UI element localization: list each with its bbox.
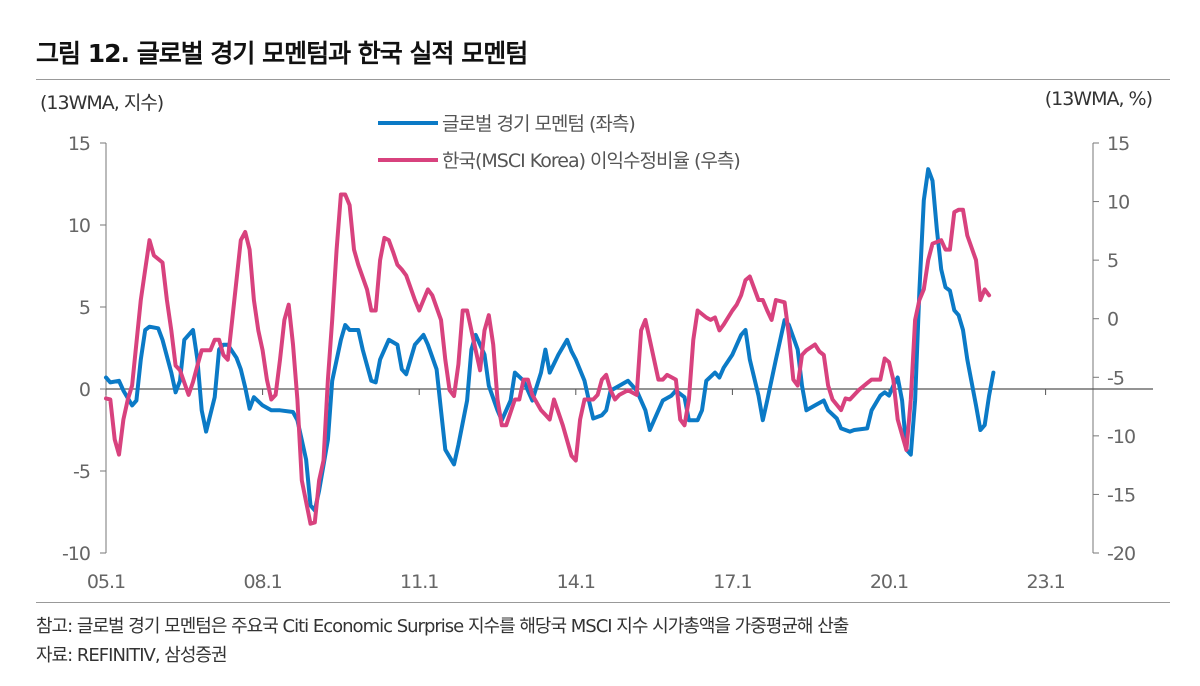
legend-label: 한국(MSCI Korea) 이익수정비율 (우측) bbox=[442, 150, 740, 172]
series-line-global-momentum bbox=[104, 167, 996, 513]
right-tick-label: 15 bbox=[1107, 133, 1129, 155]
x-tick-label: 17.1 bbox=[713, 571, 751, 593]
left-tick-label: 5 bbox=[79, 297, 90, 319]
x-tick-label: 05.1 bbox=[87, 571, 125, 593]
right-tick-label: -20 bbox=[1107, 543, 1135, 565]
x-tick-label: 20.1 bbox=[870, 571, 908, 593]
left-tick-label: 0 bbox=[79, 379, 90, 401]
figure-title: 그림 12. 글로벌 경기 모멘텀과 한국 실적 모멘텀 bbox=[36, 39, 528, 68]
right-tick-label: -5 bbox=[1107, 367, 1124, 389]
x-tick-label: 14.1 bbox=[557, 571, 595, 593]
left-axis-unit: (13WMA, 지수) bbox=[40, 92, 164, 114]
legend-label: 글로벌 경기 모멘텀 (좌측) bbox=[442, 113, 635, 135]
footnote: 참고: 글로벌 경기 모멘텀은 주요국 Citi Economic Surpri… bbox=[36, 616, 849, 637]
right-tick-label: -10 bbox=[1107, 426, 1135, 448]
right-axis-unit: (13WMA, %) bbox=[1044, 88, 1153, 110]
left-tick-label: -5 bbox=[73, 461, 90, 483]
x-tick-label: 23.1 bbox=[1026, 571, 1064, 593]
bottom-divider bbox=[36, 602, 1170, 603]
x-tick-label: 08.1 bbox=[243, 571, 281, 593]
right-tick-label: 0 bbox=[1107, 309, 1118, 331]
right-tick-label: -15 bbox=[1107, 484, 1135, 506]
left-tick-label: 15 bbox=[68, 133, 90, 155]
left-tick-label: 10 bbox=[68, 215, 90, 237]
x-tick-label: 11.1 bbox=[400, 571, 438, 593]
series-line-korea-earnings-revision bbox=[104, 192, 992, 526]
right-tick-label: 10 bbox=[1107, 192, 1129, 214]
source-note: 자료: REFINITIV, 삼성증권 bbox=[36, 645, 228, 666]
top-divider bbox=[36, 79, 1170, 80]
left-tick-label: -10 bbox=[62, 543, 90, 565]
right-tick-label: 5 bbox=[1107, 250, 1118, 272]
